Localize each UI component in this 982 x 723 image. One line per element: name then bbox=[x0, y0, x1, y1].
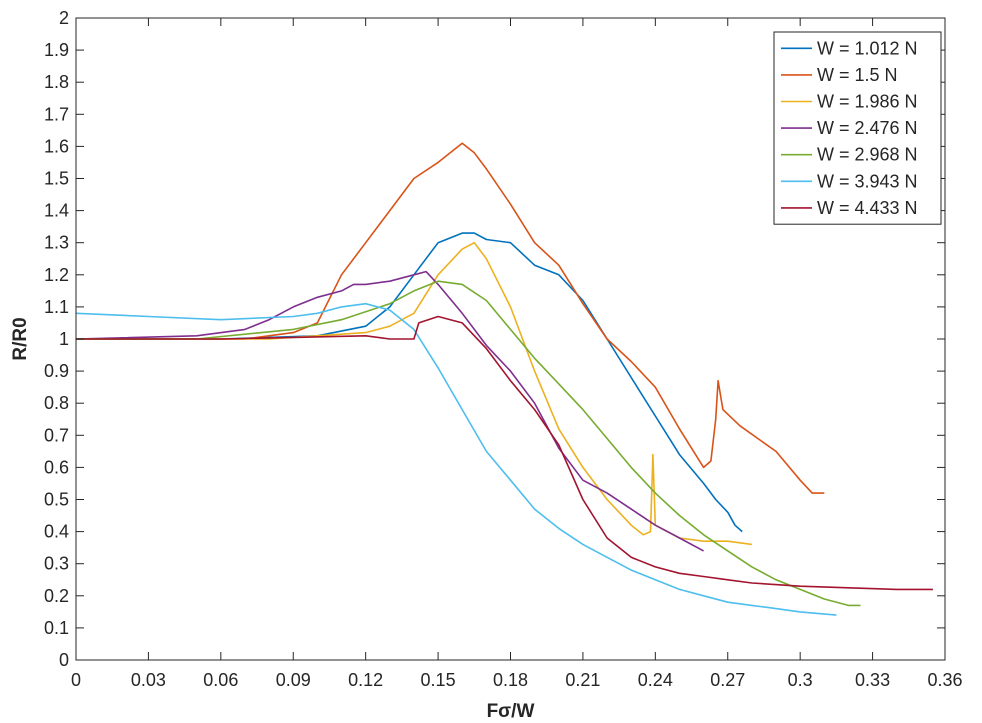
x-tick-label: 0.24 bbox=[638, 670, 673, 690]
y-tick-label: 1.2 bbox=[44, 265, 69, 285]
x-tick-label: 0.36 bbox=[927, 670, 962, 690]
series-line-6 bbox=[75, 302, 837, 616]
y-tick-label: 1.3 bbox=[44, 233, 69, 253]
y-tick-label: 0.7 bbox=[44, 425, 69, 445]
x-tick-label: 0.09 bbox=[276, 670, 311, 690]
y-tick-label: 0.6 bbox=[44, 457, 69, 477]
legend-label-1: W = 1.012 N bbox=[817, 38, 918, 58]
x-tick-label: 0.33 bbox=[855, 670, 890, 690]
x-tick-label: 0.06 bbox=[203, 670, 238, 690]
series-line-5 bbox=[76, 280, 861, 607]
legend-label-7: W = 4.433 N bbox=[817, 198, 918, 218]
x-tick-label: 0.03 bbox=[131, 670, 166, 690]
y-tick-label: 1.1 bbox=[44, 297, 69, 317]
y-axis-title: R/R0 bbox=[10, 317, 31, 360]
y-tick-label: 2 bbox=[59, 8, 69, 28]
x-tick-label: 0.15 bbox=[421, 670, 456, 690]
x-axis-title: Fσ/W bbox=[487, 701, 535, 722]
x-tick-label: 0.12 bbox=[348, 670, 383, 690]
series-line-2 bbox=[76, 142, 825, 494]
x-tick-label: 0.18 bbox=[493, 670, 528, 690]
y-tick-label: 0 bbox=[59, 650, 69, 670]
legend-label-4: W = 2.476 N bbox=[817, 118, 918, 138]
series-line-1 bbox=[76, 232, 743, 533]
legend-label-3: W = 1.986 N bbox=[817, 92, 918, 112]
y-tick-label: 0.5 bbox=[44, 490, 69, 510]
y-tick-label: 1.5 bbox=[44, 169, 69, 189]
y-tick-label: 1.6 bbox=[44, 136, 69, 156]
x-tick-label: 0 bbox=[71, 670, 81, 690]
series-line-7 bbox=[76, 315, 933, 591]
x-tick-label: 0.21 bbox=[565, 670, 600, 690]
y-tick-label: 0.8 bbox=[44, 393, 69, 413]
y-tick-label: 0.1 bbox=[44, 618, 69, 638]
y-tick-label: 1 bbox=[59, 329, 69, 349]
y-tick-label: 1.8 bbox=[44, 72, 69, 92]
axes-layer: 0 0.03 0.06 0.09 0.12 0.15 0.18 0.21 0.24 0.27 0.3… bbox=[44, 8, 963, 690]
series-line-4 bbox=[75, 270, 704, 552]
y-tick-label: 1.7 bbox=[44, 104, 69, 124]
legend-label-5: W = 2.968 N bbox=[817, 145, 918, 165]
y-tick-label: 0.3 bbox=[44, 554, 69, 574]
y-tick-label: 0.4 bbox=[44, 522, 69, 542]
legend: W = 1.012 N W = 1.5 N W = 1.986 N W = 2.476… bbox=[773, 31, 942, 225]
x-tick-label: 0.3 bbox=[788, 670, 813, 690]
x-tick-label: 0.27 bbox=[710, 670, 745, 690]
y-tick-label: 1.4 bbox=[44, 201, 69, 221]
y-tick-label: 1.9 bbox=[44, 40, 69, 60]
y-tick-label: 0.2 bbox=[44, 586, 69, 606]
legend-label-6: W = 3.943 N bbox=[817, 171, 918, 191]
legend-label-2: W = 1.5 N bbox=[817, 65, 898, 85]
y-tick-label: 0.9 bbox=[44, 361, 69, 381]
series-layer bbox=[75, 142, 933, 616]
